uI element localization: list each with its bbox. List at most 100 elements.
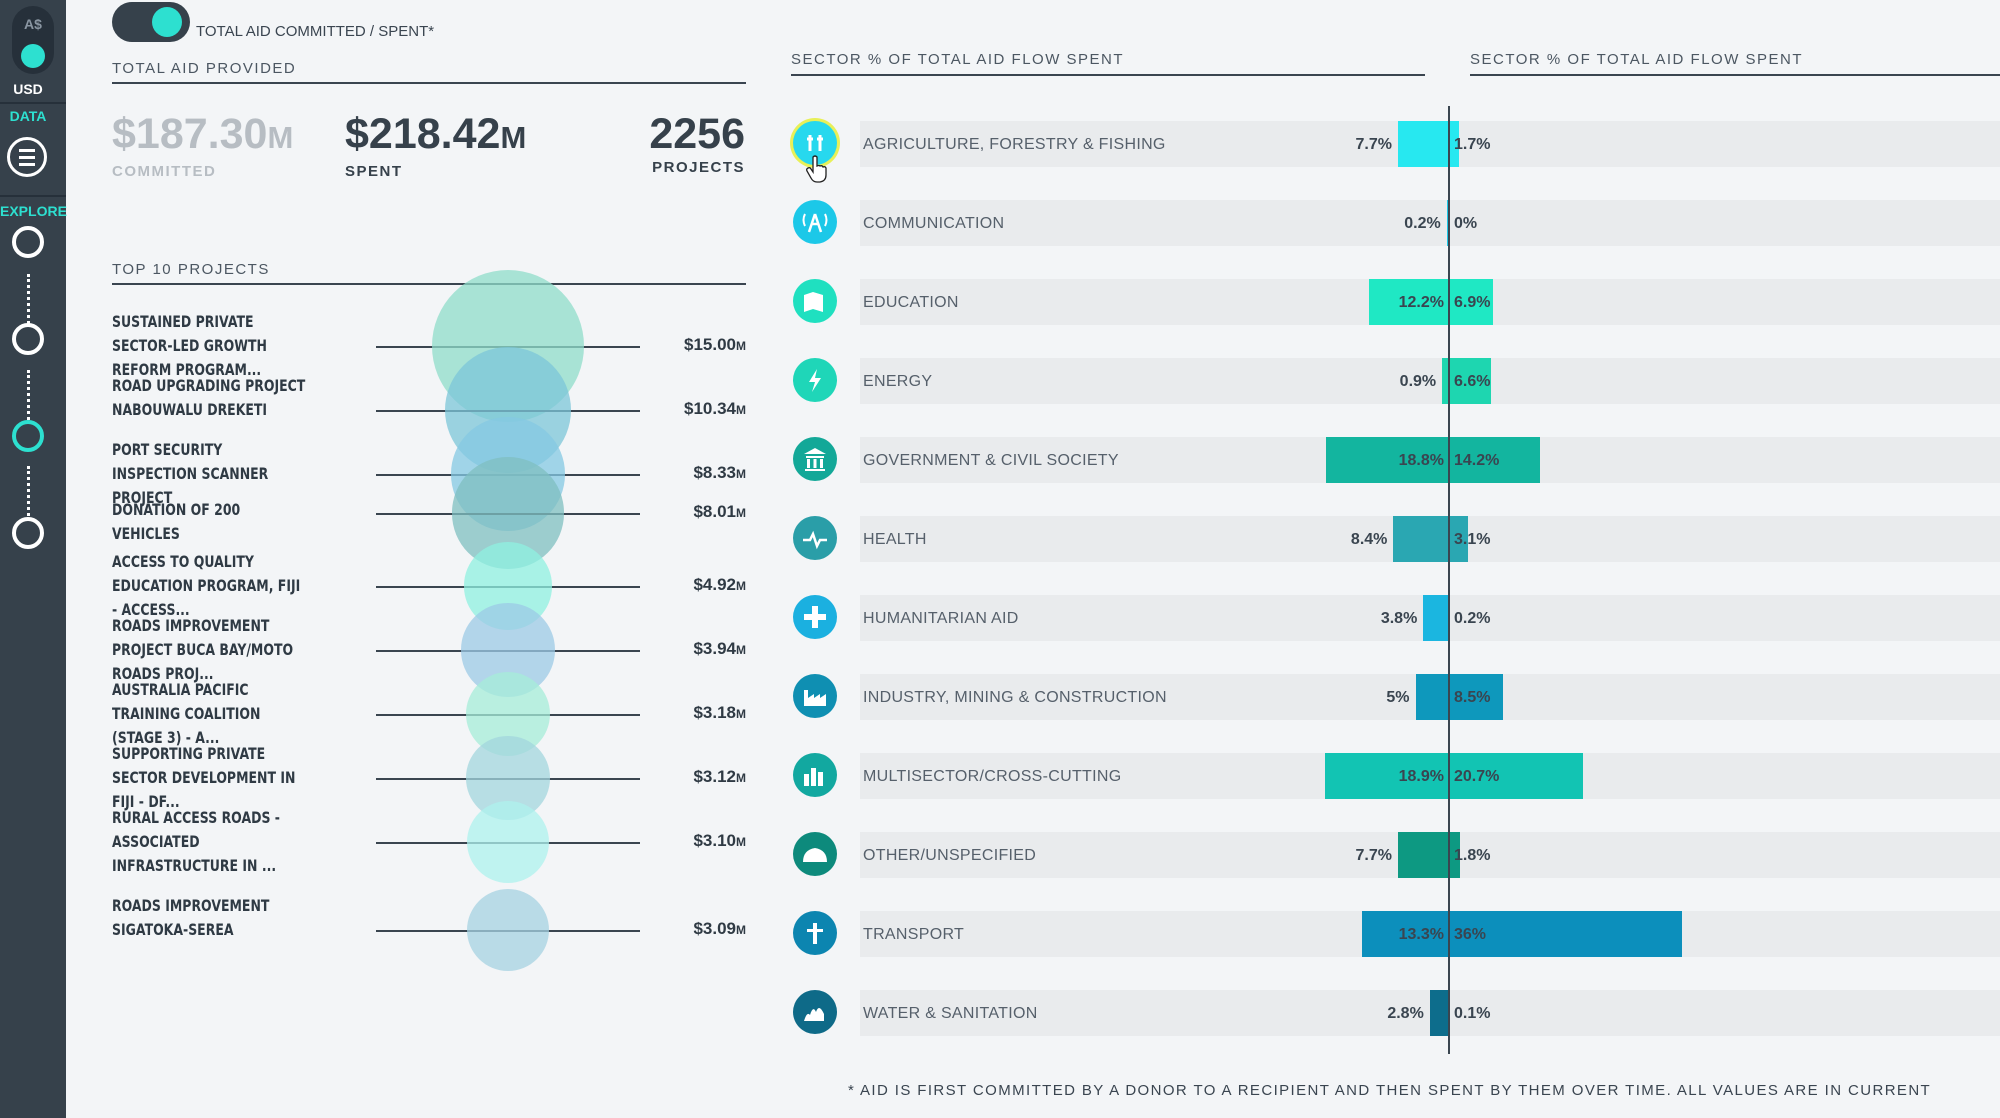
education-icon[interactable] xyxy=(793,279,837,323)
currency-toggle-knob[interactable] xyxy=(21,44,45,68)
committed-bar[interactable] xyxy=(1361,911,1448,957)
energy-icon[interactable] xyxy=(793,358,837,402)
project-bubble[interactable] xyxy=(466,800,550,884)
sector-row[interactable]: WATER & SANITATION 2.8% 0.1% xyxy=(790,987,2000,1036)
committed-bar[interactable] xyxy=(1397,832,1448,878)
sector-name: OTHER/UNSPECIFIED xyxy=(863,847,1037,864)
explore-step-1[interactable] xyxy=(12,226,44,258)
menu-icon-line xyxy=(19,156,35,159)
hand-cursor-icon xyxy=(806,155,827,183)
project-name[interactable]: RURAL ACCESS ROADS - ASSOCIATED INFRASTR… xyxy=(112,808,280,875)
communication-icon[interactable] xyxy=(793,200,837,244)
section-rule xyxy=(112,283,746,285)
spent-bar[interactable] xyxy=(1448,279,1493,325)
sector-title-right: SECTOR % OF TOTAL AID FLOW SPENT xyxy=(1470,51,1804,68)
government-icon[interactable] xyxy=(793,437,837,481)
spent-bar[interactable] xyxy=(1448,753,1583,799)
committed-bar[interactable] xyxy=(1415,674,1448,720)
sector-row[interactable]: EDUCATION 12.2% 6.9% xyxy=(790,276,2000,325)
spent-bar[interactable] xyxy=(1448,358,1491,404)
project-name[interactable]: ROADS IMPROVEMENT PROJECT BUCA BAY/MOTO … xyxy=(112,616,294,683)
menu-icon[interactable] xyxy=(7,137,47,177)
committed-unit: M xyxy=(267,120,294,155)
project-name[interactable]: ROAD UPGRADING PROJECT NABOUWALU DREKETI xyxy=(112,376,306,419)
project-value: $8.33M xyxy=(636,463,746,483)
sector-row[interactable]: HEALTH 8.4% 3.1% xyxy=(790,513,2000,562)
project-value: $15.00M xyxy=(636,335,746,355)
project-name[interactable]: AUSTRALIA PACIFIC TRAINING COALITION (ST… xyxy=(112,680,261,747)
sector-row[interactable]: MULTISECTOR/CROSS-CUTTING 18.9% 20.7% xyxy=(790,750,2000,799)
project-name[interactable]: PORT SECURITY INSPECTION SCANNER PROJECT xyxy=(112,440,269,507)
currency-toggle[interactable]: A$ xyxy=(12,6,54,74)
water-icon[interactable] xyxy=(793,990,837,1034)
committed-bar[interactable] xyxy=(1393,516,1448,562)
spent-bar[interactable] xyxy=(1448,516,1469,562)
sidebar-divider xyxy=(0,195,66,197)
project-bubble[interactable] xyxy=(466,888,550,972)
sector-row[interactable]: OTHER/UNSPECIFIED 7.7% 1.8% xyxy=(790,829,2000,878)
explore-step-4[interactable] xyxy=(12,517,44,549)
sector-name: COMMUNICATION xyxy=(863,215,1005,232)
project-name[interactable]: ACCESS TO QUALITY EDUCATION PROGRAM, FIJ… xyxy=(112,552,301,619)
project-value-unit: M xyxy=(736,707,746,721)
sector-chart: AGRICULTURE, FORESTRY & FISHING 7.7% 1.7% C… xyxy=(790,118,2000,1068)
committed-bar[interactable] xyxy=(1442,358,1448,404)
committed-percent: 18.8% xyxy=(1398,452,1444,469)
spent-bar[interactable] xyxy=(1448,674,1504,720)
transport-icon[interactable] xyxy=(793,911,837,955)
sector-row[interactable]: COMMUNICATION 0.2% 0% xyxy=(790,197,2000,246)
project-value: $3.94M xyxy=(636,639,746,659)
health-icon[interactable] xyxy=(793,516,837,560)
committed-bar[interactable] xyxy=(1325,753,1448,799)
spent-percent: 8.5% xyxy=(1454,689,1491,706)
project-name[interactable]: DONATION OF 200 VEHICLES xyxy=(112,500,241,543)
sector-row[interactable]: HUMANITARIAN AID 3.8% 0.2% xyxy=(790,592,2000,641)
explore-step-3[interactable] xyxy=(12,420,44,452)
spent-percent: 0.1% xyxy=(1454,1005,1491,1022)
committed-bar[interactable] xyxy=(1429,990,1448,1036)
step-connector xyxy=(27,274,30,324)
committed-bar[interactable] xyxy=(1446,200,1448,246)
spent-bar[interactable] xyxy=(1448,437,1541,483)
total-aid-title: TOTAL AID PROVIDED xyxy=(112,60,297,77)
sector-name: AGRICULTURE, FORESTRY & FISHING xyxy=(863,136,1166,153)
currency-aud-label[interactable]: A$ xyxy=(24,16,42,32)
committed-bar[interactable] xyxy=(1423,595,1448,641)
committed-bar[interactable] xyxy=(1368,279,1448,325)
currency-usd-label[interactable]: USD xyxy=(13,81,43,97)
toggle-label: TOTAL AID COMMITTED / SPENT* xyxy=(196,23,435,40)
chart-center-axis xyxy=(1448,106,1450,1054)
project-name[interactable]: ROADS IMPROVEMENT SIGATOKA-SEREA xyxy=(112,896,270,939)
spent-bar[interactable] xyxy=(1448,121,1460,167)
projects-count: 2256 xyxy=(649,110,745,158)
other-icon[interactable] xyxy=(793,832,837,876)
multisector-icon[interactable] xyxy=(793,753,837,797)
committed-bar[interactable] xyxy=(1397,121,1448,167)
project-value-amount: $4.92 xyxy=(693,575,736,594)
sector-row[interactable]: AGRICULTURE, FORESTRY & FISHING 7.7% 1.7% xyxy=(790,118,2000,167)
spent-percent: 36% xyxy=(1454,926,1487,943)
sector-row[interactable]: TRANSPORT 13.3% 36% xyxy=(790,908,2000,957)
project-value: $10.34M xyxy=(636,399,746,419)
sidebar: A$ USD DATA EXPLORE xyxy=(0,0,67,1118)
data-label: DATA xyxy=(9,108,47,124)
explore-step-2[interactable] xyxy=(12,323,44,355)
sector-row[interactable]: GOVERNMENT & CIVIL SOCIETY 18.8% 14.2% xyxy=(790,434,2000,483)
sector-row-background xyxy=(860,200,2000,246)
committed-bar[interactable] xyxy=(1325,437,1448,483)
committed-percent: 12.2% xyxy=(1398,294,1444,311)
sector-row[interactable]: INDUSTRY, MINING & CONSTRUCTION 5% 8.5% xyxy=(790,671,2000,720)
humanitarian-icon[interactable] xyxy=(793,595,837,639)
sector-row[interactable]: ENERGY 0.9% 6.6% xyxy=(790,355,2000,404)
spent-bar[interactable] xyxy=(1448,832,1460,878)
committed-value: $187.30 xyxy=(112,110,268,158)
spent-bar[interactable] xyxy=(1448,911,1682,957)
menu-icon-line xyxy=(19,149,35,152)
committed-percent: 7.7% xyxy=(1355,136,1392,153)
sector-name: HEALTH xyxy=(863,531,927,548)
project-name[interactable]: SUPPORTING PRIVATE SECTOR DEVELOPMENT IN… xyxy=(112,744,296,811)
project-name[interactable]: SUSTAINED PRIVATE SECTOR-LED GROWTH REFO… xyxy=(112,312,267,379)
committed-spent-toggle[interactable] xyxy=(112,2,190,42)
industry-icon[interactable] xyxy=(793,674,837,718)
toggle-knob[interactable] xyxy=(152,7,182,37)
